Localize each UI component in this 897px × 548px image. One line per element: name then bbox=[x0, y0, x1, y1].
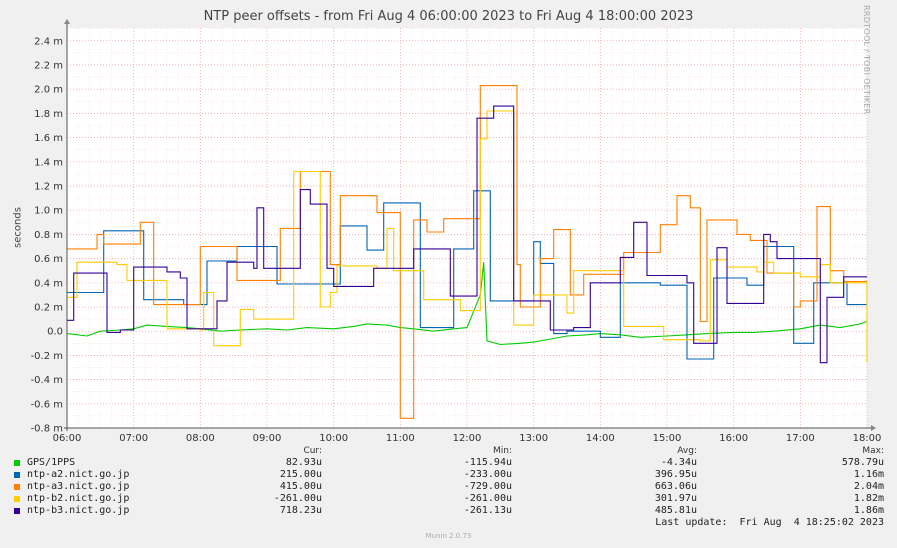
legend-max: 1.82m bbox=[853, 493, 884, 504]
legend-header-avg: Avg: bbox=[677, 446, 697, 456]
legend-min: -233.00u bbox=[463, 469, 512, 480]
x-tick-label: 13:00 bbox=[519, 433, 548, 444]
series-line bbox=[66, 262, 868, 346]
legend-cur: -261.00u bbox=[273, 493, 322, 504]
legend-header: Cur: Min: Avg: Max: bbox=[0, 445, 897, 457]
legend-avg: 663.06u bbox=[654, 481, 697, 492]
legend-min: -729.00u bbox=[463, 481, 512, 492]
legend-header-min: Min: bbox=[492, 446, 512, 456]
y-tick-label: 2.0 m bbox=[34, 85, 63, 96]
x-tick-label: 10:00 bbox=[319, 433, 348, 444]
rrdtool-watermark: RRDTOOL / TOBI OETIKER bbox=[862, 5, 871, 115]
y-tick-label: 2.2 m bbox=[34, 61, 63, 72]
y-tick-label: -0.6 m bbox=[31, 399, 63, 410]
y-tick-label: 1.4 m bbox=[34, 157, 63, 168]
legend-series-name: GPS/1PPS bbox=[27, 457, 76, 468]
legend-avg: 301.97u bbox=[654, 493, 697, 504]
legend-swatch bbox=[14, 496, 20, 502]
legend-cur: 215.00u bbox=[279, 469, 322, 480]
x-tick-label: 16:00 bbox=[719, 433, 748, 444]
legend-cur: 415.00u bbox=[279, 481, 322, 492]
legend-series-name: ntp-b3.nict.go.jp bbox=[27, 505, 130, 516]
x-tick-label: 15:00 bbox=[653, 433, 682, 444]
legend-max: 1.86m bbox=[853, 505, 884, 516]
y-tick-label: -0.2 m bbox=[31, 351, 63, 362]
x-tick-label: 12:00 bbox=[453, 433, 482, 444]
legend-row-ntp-b3: ntp-b3.nict.go.jp 718.23u -261.13u 485.8… bbox=[0, 505, 897, 517]
legend-swatch bbox=[14, 484, 20, 490]
legend-row-ntp-b2: ntp-b2.nict.go.jp -261.00u -261.00u 301.… bbox=[0, 493, 897, 505]
y-tick-label: 0.4 m bbox=[34, 278, 63, 289]
legend-avg: 485.81u bbox=[654, 505, 697, 516]
legend-cur: 82.93u bbox=[285, 457, 322, 468]
legend-cur: 718.23u bbox=[279, 505, 322, 516]
x-tick-label: 09:00 bbox=[253, 433, 282, 444]
y-axis-arrow bbox=[64, 19, 70, 24]
y-tick-label: 1.2 m bbox=[34, 182, 63, 193]
y-tick-label: 0.8 m bbox=[34, 230, 63, 241]
y-tick-label: 0.0 bbox=[47, 327, 63, 338]
legend-row-ntp-a3: ntp-a3.nict.go.jp 415.00u -729.00u 663.0… bbox=[0, 481, 897, 493]
last-update: Last update: Fri Aug 4 18:25:02 2023 bbox=[655, 517, 884, 528]
legend-min: -261.13u bbox=[463, 505, 512, 516]
legend-swatch bbox=[14, 508, 20, 514]
y-tick-label: 1.6 m bbox=[34, 133, 63, 144]
legend-min: -115.94u bbox=[463, 457, 512, 468]
x-tick-label: 07:00 bbox=[119, 433, 148, 444]
legend-series-name: ntp-b2.nict.go.jp bbox=[27, 493, 130, 504]
x-tick-label: 06:00 bbox=[53, 433, 82, 444]
legend-series-name: ntp-a2.nict.go.jp bbox=[27, 469, 130, 480]
legend-swatch bbox=[14, 472, 20, 478]
munin-version: Munin 2.0.73 bbox=[425, 532, 472, 540]
chart-title: NTP peer offsets - from Fri Aug 4 06:00:… bbox=[203, 9, 694, 24]
legend-max: 2.04m bbox=[853, 481, 884, 492]
legend-header-max: Max: bbox=[862, 446, 884, 456]
x-tick-label: 11:00 bbox=[386, 433, 415, 444]
legend-row-ntp-a2: ntp-a2.nict.go.jp 215.00u -233.00u 396.9… bbox=[0, 469, 897, 481]
series-layer bbox=[66, 85, 868, 419]
legend-series-name: ntp-a3.nict.go.jp bbox=[27, 481, 130, 492]
y-tick-label: -0.8 m bbox=[31, 424, 63, 435]
y-tick-label: 1.0 m bbox=[34, 206, 63, 217]
axes bbox=[64, 19, 876, 431]
legend-min: -261.00u bbox=[463, 493, 512, 504]
tick-labels: 06:00 07:00 08:00 09:00 10:00 11:00 12:00 13:00… bbox=[31, 36, 882, 444]
x-tick-label: 18:00 bbox=[853, 433, 882, 444]
series-line bbox=[67, 105, 867, 364]
x-tick-label: 08:00 bbox=[186, 433, 215, 444]
legend-row-gps: GPS/1PPS 82.93u -115.94u -4.34u 578.79u bbox=[0, 457, 897, 469]
x-tick-label: 14:00 bbox=[586, 433, 615, 444]
legend-table: Cur: Min: Avg: Max: GPS/1PPS 82.93u -115… bbox=[0, 445, 897, 528]
y-tick-label: -0.4 m bbox=[31, 375, 63, 386]
y-tick-label: 0.6 m bbox=[34, 254, 63, 265]
legend-swatch bbox=[14, 460, 20, 466]
y-tick-label: 0.2 m bbox=[34, 303, 63, 314]
y-tick-label: 1.8 m bbox=[34, 109, 63, 120]
x-tick-label: 17:00 bbox=[786, 433, 815, 444]
x-axis-arrow bbox=[871, 425, 876, 431]
y-axis-label: seconds bbox=[12, 207, 24, 248]
series-line bbox=[67, 110, 868, 363]
legend-avg: -4.34u bbox=[660, 457, 697, 468]
legend-header-cur: Cur: bbox=[303, 446, 322, 456]
legend-max: 578.79u bbox=[841, 457, 884, 468]
legend-avg: 396.95u bbox=[654, 469, 697, 480]
legend-max: 1.16m bbox=[853, 469, 884, 480]
y-tick-label: 2.4 m bbox=[34, 36, 63, 47]
